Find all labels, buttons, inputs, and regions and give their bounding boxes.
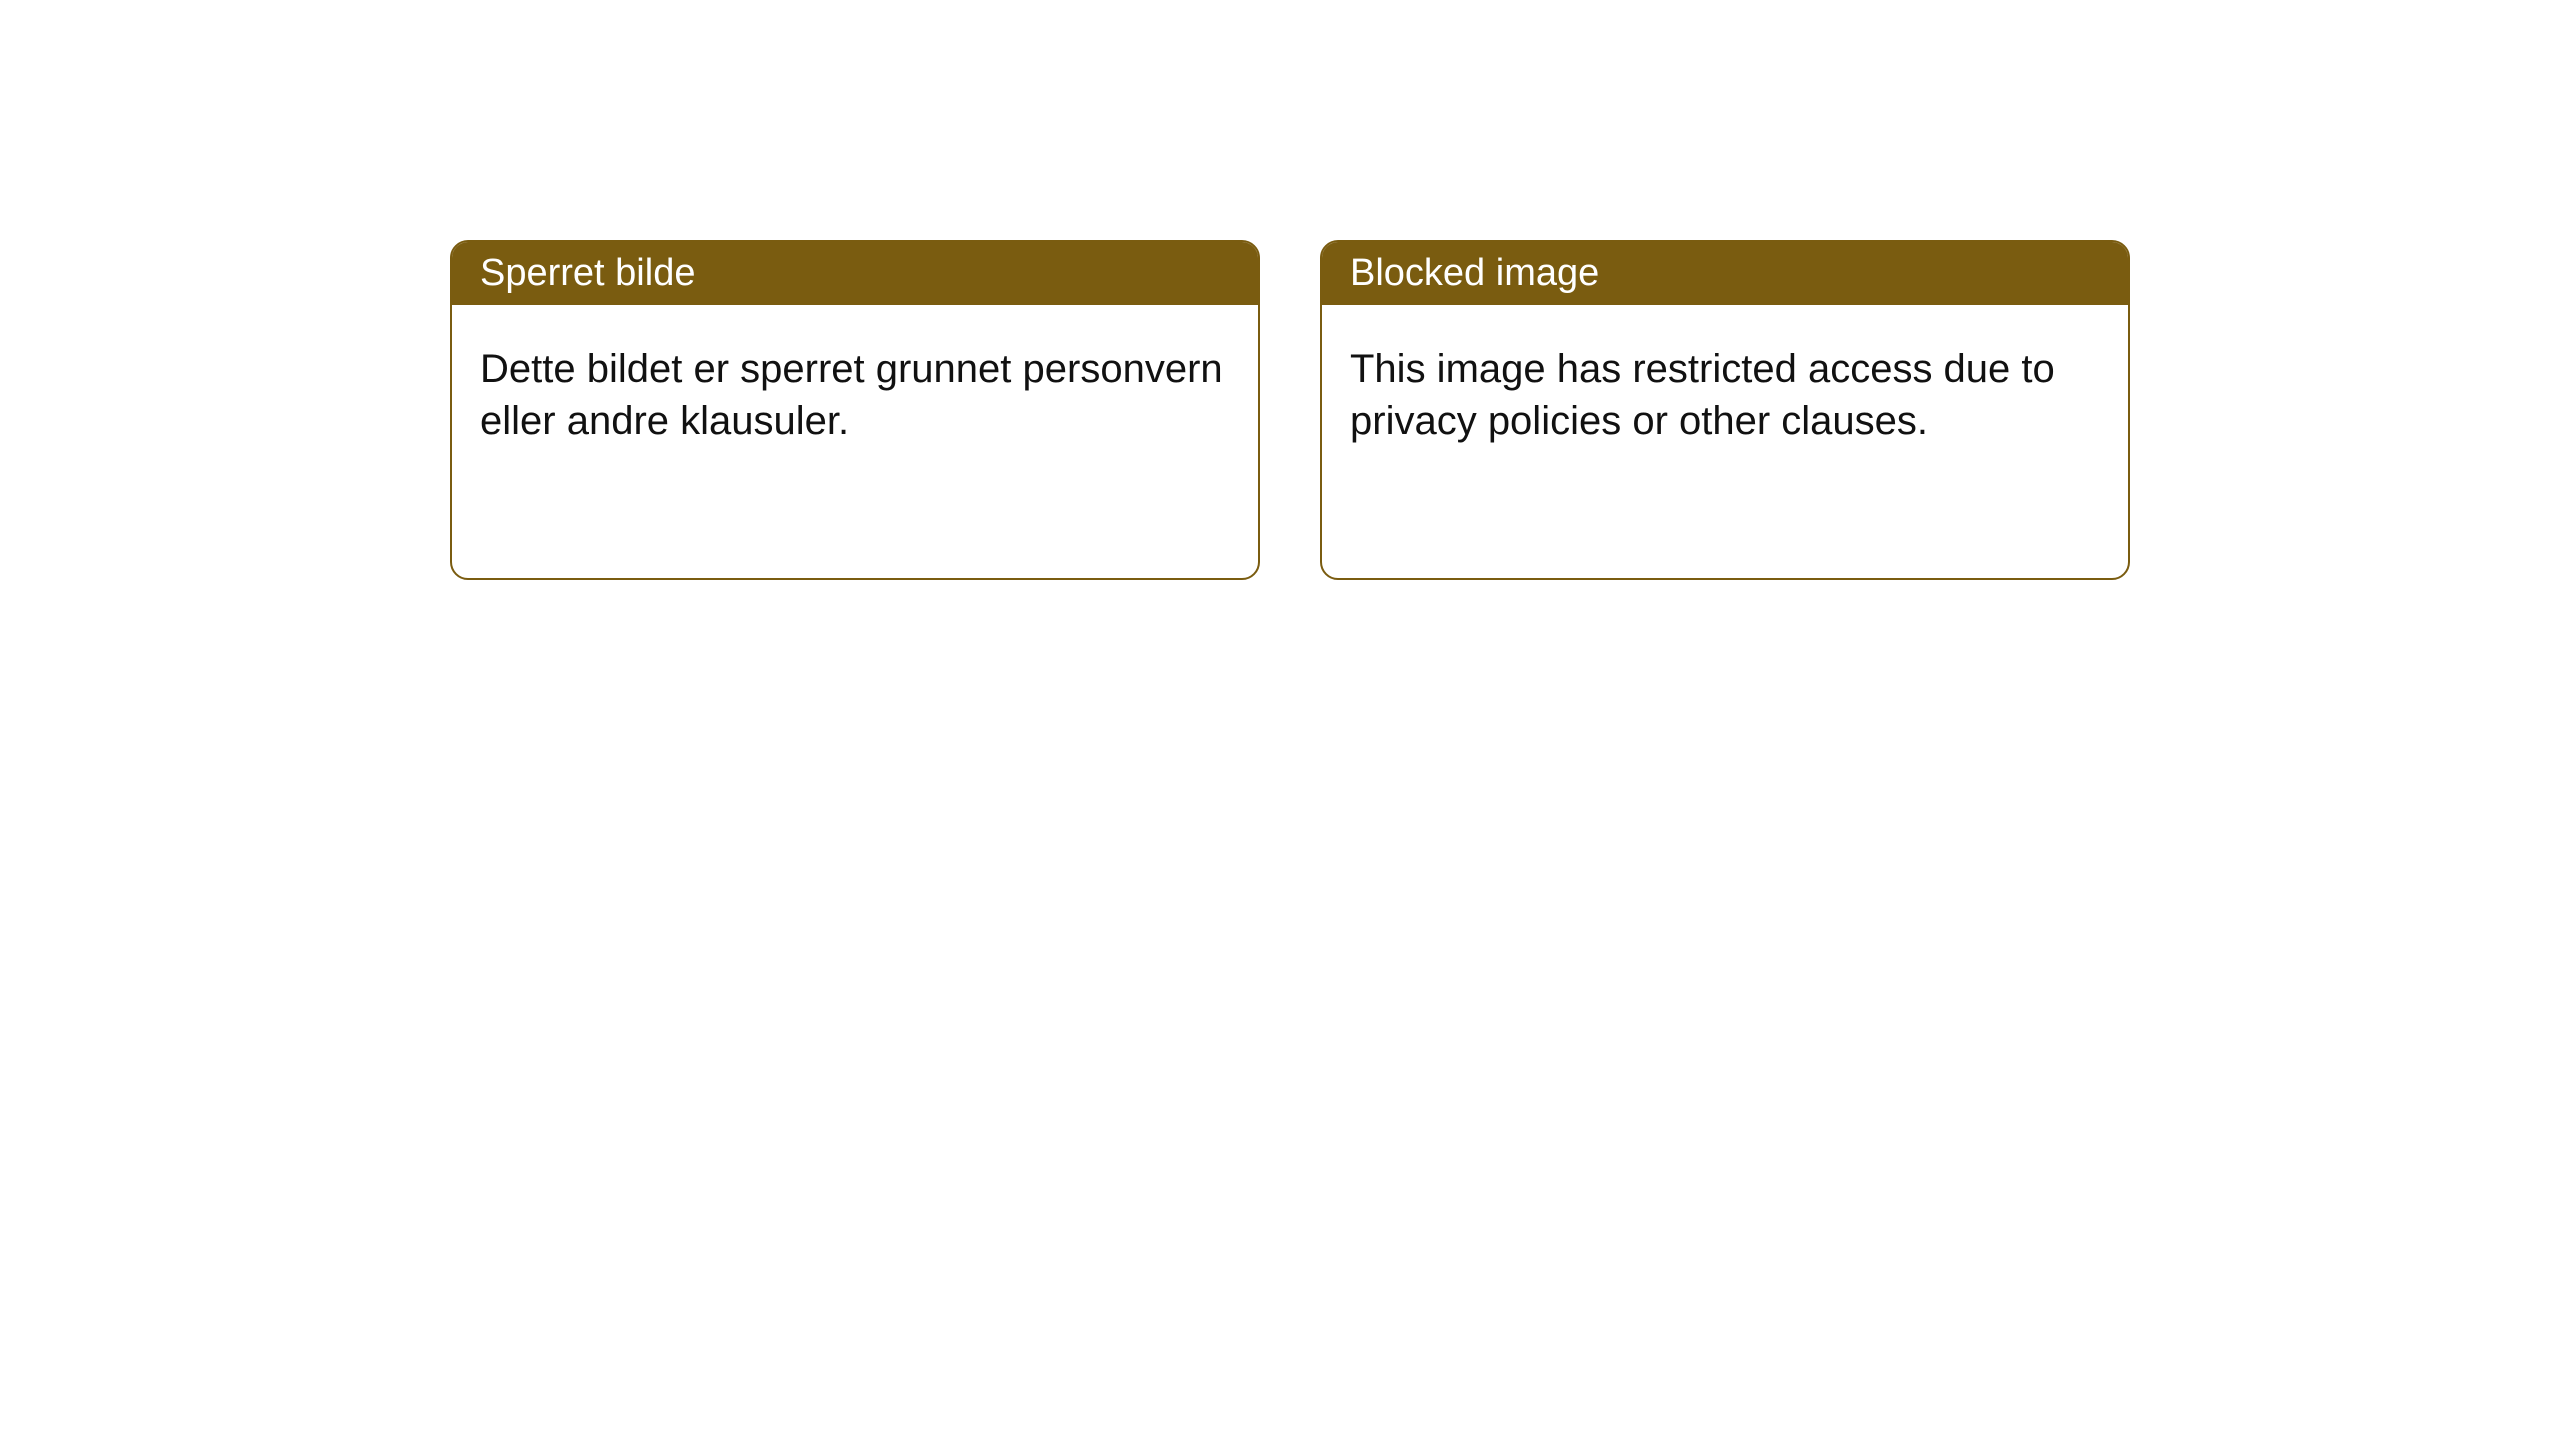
- notice-body-norwegian: Dette bildet er sperret grunnet personve…: [452, 305, 1258, 485]
- notice-container: Sperret bilde Dette bildet er sperret gr…: [0, 0, 2560, 580]
- notice-card-norwegian: Sperret bilde Dette bildet er sperret gr…: [450, 240, 1260, 580]
- notice-card-english: Blocked image This image has restricted …: [1320, 240, 2130, 580]
- notice-title-english: Blocked image: [1322, 242, 2128, 305]
- notice-title-norwegian: Sperret bilde: [452, 242, 1258, 305]
- notice-body-english: This image has restricted access due to …: [1322, 305, 2128, 485]
